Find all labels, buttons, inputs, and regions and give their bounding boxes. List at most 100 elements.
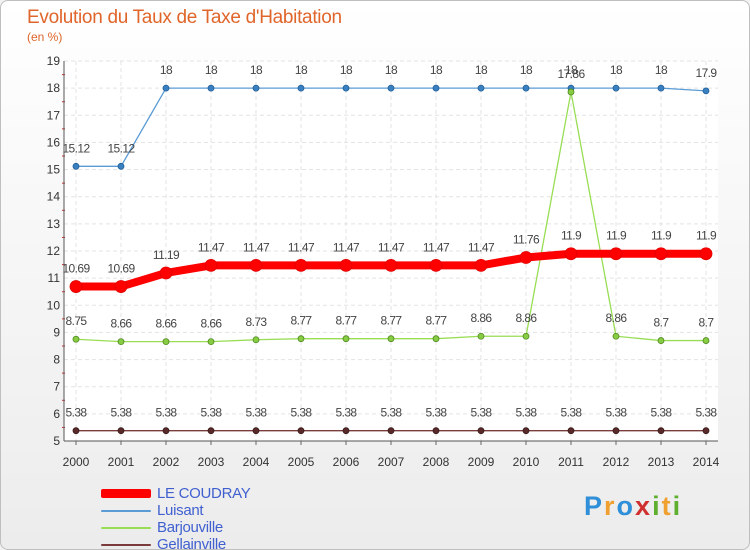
data-label-gellainville: 5.38	[381, 406, 403, 420]
logo-letter: i	[652, 491, 662, 521]
data-label-le-coudray: 11.47	[378, 240, 405, 254]
y-tick-label: 7	[53, 380, 60, 394]
data-label-luisant: 18	[520, 63, 533, 77]
data-point-barjouville	[702, 337, 710, 344]
legend-swatch-barjouville	[101, 526, 151, 529]
data-point-le-coudray	[564, 247, 578, 261]
y-tick-label: 15	[47, 163, 61, 177]
data-point-barjouville	[162, 338, 170, 346]
data-point-barjouville	[612, 332, 620, 340]
data-label-le-coudray: 11.9	[696, 229, 717, 243]
data-label-le-coudray: 11.76	[513, 233, 540, 247]
legend-swatch-le-coudray	[101, 489, 151, 498]
data-label-barjouville: 8.77	[291, 314, 313, 328]
data-label-gellainville: 5.38	[606, 406, 628, 420]
data-label-luisant: 18	[340, 63, 353, 77]
data-point-le-coudray	[294, 258, 308, 272]
data-point-luisant	[522, 84, 530, 92]
data-point-gellainville	[162, 427, 170, 435]
data-label-luisant: 18	[385, 63, 398, 77]
data-point-le-coudray	[429, 258, 443, 272]
data-point-luisant	[252, 84, 260, 92]
data-point-gellainville	[207, 427, 215, 435]
data-label-barjouville: 8.66	[156, 317, 178, 331]
x-tick-label: 2007	[378, 455, 405, 469]
legend-label-barjouville: Barjouville	[157, 519, 223, 536]
data-point-gellainville	[702, 427, 710, 435]
data-label-barjouville: 8.75	[66, 314, 88, 328]
chart-title: Evolution du Taux de Taxe d'Habitation	[27, 7, 342, 28]
y-tick-label: 9	[53, 325, 60, 339]
data-label-luisant: 18	[475, 63, 488, 77]
y-tick-label: 6	[53, 407, 60, 421]
data-point-gellainville	[387, 427, 395, 435]
data-label-barjouville: 8.77	[336, 314, 358, 328]
data-label-gellainville: 5.38	[246, 406, 268, 420]
data-label-luisant: 17.9	[696, 66, 718, 80]
data-point-luisant	[657, 84, 665, 92]
data-label-luisant: 18	[295, 63, 308, 77]
legend-item-le-coudray: LE COUDRAY	[101, 485, 251, 502]
data-label-luisant: 18	[655, 63, 668, 77]
data-point-barjouville	[117, 338, 125, 346]
y-tick-label: 8	[53, 353, 60, 367]
data-point-le-coudray	[114, 280, 128, 293]
data-point-barjouville	[342, 335, 350, 343]
y-tick-label: 17	[47, 108, 61, 122]
data-label-barjouville: 8.77	[381, 314, 403, 328]
data-label-le-coudray: 10.69	[107, 262, 135, 276]
logo-letter: i	[672, 491, 683, 521]
data-point-luisant	[612, 84, 620, 92]
data-label-luisant: 15.12	[107, 141, 135, 155]
data-point-le-coudray	[474, 258, 488, 272]
data-point-gellainville	[72, 427, 80, 435]
data-point-luisant	[387, 84, 395, 92]
legend-label-le-coudray: LE COUDRAY	[157, 485, 251, 502]
x-tick-label: 2014	[693, 455, 720, 469]
logo-letter: t	[661, 491, 673, 521]
data-label-luisant: 18	[430, 63, 443, 77]
chart-legend: LE COUDRAY Luisant Barjouville Gellainvi…	[101, 485, 251, 549]
data-point-luisant	[162, 84, 170, 92]
x-tick-label: 2003	[198, 455, 225, 469]
data-point-barjouville	[432, 335, 440, 343]
data-label-gellainville: 5.38	[516, 406, 538, 420]
data-point-gellainville	[432, 427, 440, 435]
data-point-luisant	[117, 162, 125, 170]
data-point-le-coudray	[654, 247, 668, 261]
data-label-gellainville: 5.38	[156, 406, 178, 420]
data-label-gellainville: 5.38	[111, 406, 133, 420]
x-tick-label: 2001	[108, 455, 135, 469]
y-tick-label: 12	[47, 244, 61, 258]
legend-label-luisant: Luisant	[157, 502, 204, 519]
x-tick-label: 2006	[333, 455, 360, 469]
data-point-le-coudray	[384, 258, 398, 272]
data-point-le-coudray	[159, 266, 173, 280]
data-label-le-coudray: 11.47	[288, 240, 315, 254]
logo-letter: r	[604, 491, 617, 521]
data-point-gellainville	[297, 427, 305, 435]
data-point-le-coudray	[609, 247, 623, 261]
data-label-luisant: 18	[160, 63, 173, 77]
data-label-le-coudray: 11.47	[198, 240, 225, 254]
x-tick-label: 2004	[243, 455, 270, 469]
data-point-gellainville	[612, 427, 620, 435]
data-point-luisant	[297, 84, 305, 92]
x-tick-label: 2011	[558, 455, 584, 469]
data-label-le-coudray: 11.47	[423, 240, 450, 254]
data-point-gellainville	[567, 427, 575, 435]
data-label-le-coudray: 10.69	[62, 262, 90, 276]
data-point-barjouville	[567, 88, 575, 96]
data-label-barjouville: 8.86	[606, 311, 628, 325]
data-label-luisant: 18	[610, 63, 623, 77]
x-tick-label: 2008	[423, 455, 450, 469]
data-point-barjouville	[297, 335, 305, 343]
data-label-le-coudray: 11.47	[333, 240, 360, 254]
data-point-le-coudray	[339, 258, 353, 272]
data-label-barjouville: 8.86	[471, 311, 493, 325]
data-label-le-coudray: 11.47	[243, 240, 270, 254]
x-tick-label: 2013	[648, 455, 675, 469]
logo-letter: x	[635, 491, 653, 521]
data-label-gellainville: 5.38	[651, 406, 673, 420]
y-tick-label: 11	[48, 271, 61, 285]
